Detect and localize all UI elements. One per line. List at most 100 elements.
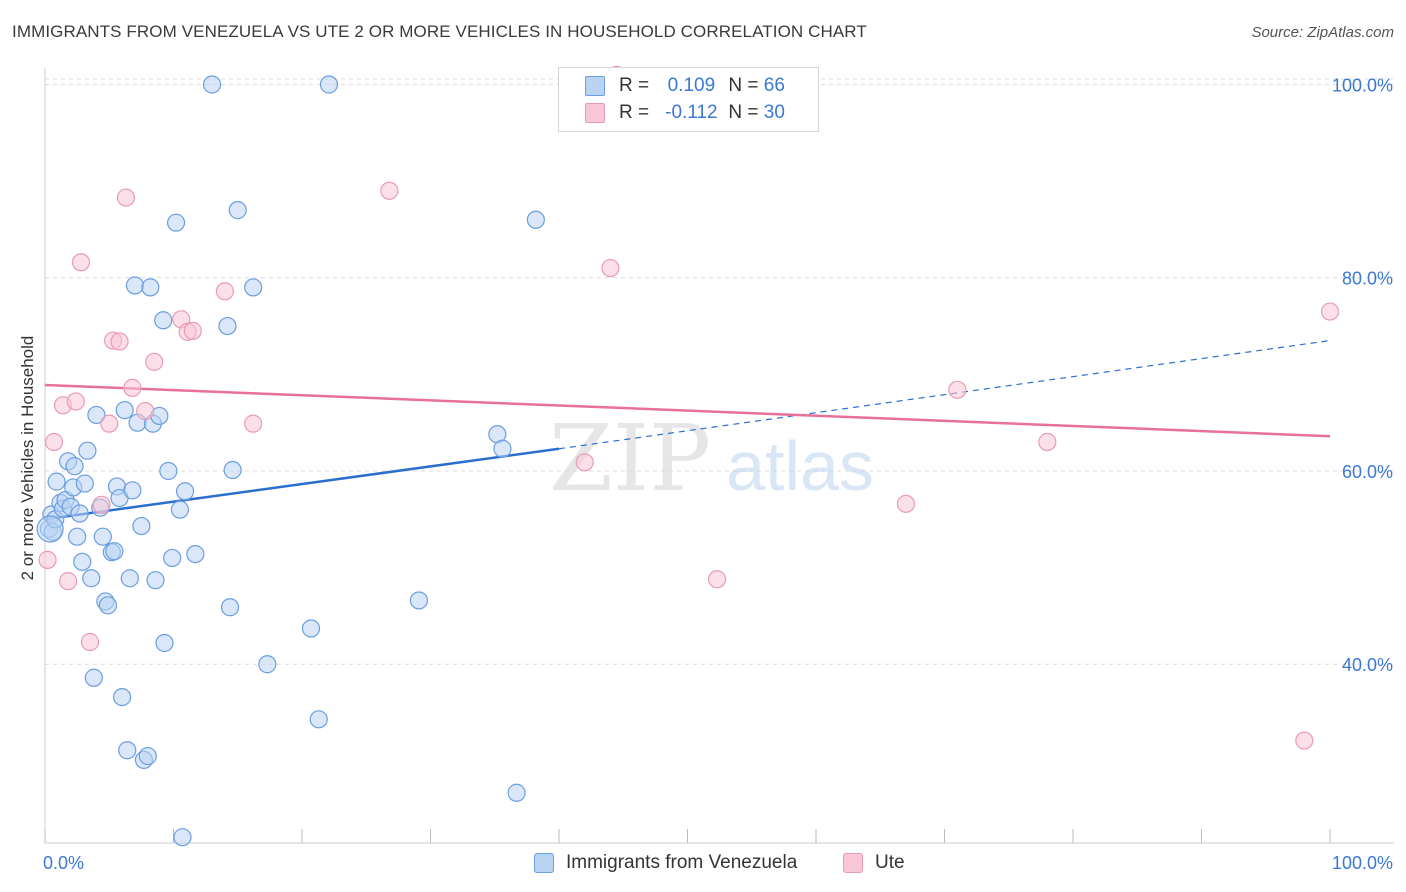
y-tick-label: 40.0% xyxy=(1342,655,1393,675)
point-venezuela xyxy=(118,741,137,760)
point-venezuela xyxy=(93,527,112,546)
point-venezuela xyxy=(78,441,97,460)
y-tick-label: 100.0% xyxy=(1332,75,1393,95)
point-venezuela xyxy=(244,278,263,297)
legend-swatch-pink xyxy=(585,103,605,123)
point-ute xyxy=(71,253,91,272)
point-ute xyxy=(38,550,57,569)
legend-r-value: 0.109 xyxy=(667,75,716,96)
point-venezuela xyxy=(125,276,145,295)
point-venezuela xyxy=(526,210,545,229)
watermark: ZIP atlas xyxy=(549,405,874,512)
point-ute xyxy=(1320,302,1340,321)
point-venezuela xyxy=(115,401,134,420)
point-venezuela xyxy=(301,619,321,638)
legend-item-ute: Ute xyxy=(843,852,905,874)
point-ute xyxy=(123,378,142,397)
point-venezuela xyxy=(112,687,132,707)
point-venezuela xyxy=(47,472,66,491)
point-venezuela xyxy=(175,482,195,501)
legend-n-label: N = xyxy=(728,75,759,96)
watermark-atlas: atlas xyxy=(726,427,874,505)
point-venezuela xyxy=(409,591,429,610)
x-tick-label: 100.0% xyxy=(1332,853,1393,873)
legend-swatch-pink xyxy=(843,853,863,873)
point-venezuela xyxy=(123,481,142,500)
point-ute xyxy=(707,570,727,589)
point-venezuela xyxy=(163,548,182,568)
point-venezuela xyxy=(98,596,118,615)
point-venezuela xyxy=(220,598,240,617)
point-venezuela xyxy=(105,542,124,561)
point-ute xyxy=(66,392,85,411)
point-venezuela xyxy=(132,516,151,536)
point-venezuela xyxy=(154,311,173,330)
y-tick-label: 60.0% xyxy=(1342,462,1393,482)
point-ute xyxy=(1038,432,1057,452)
point-venezuela xyxy=(319,75,339,94)
point-venezuela xyxy=(73,552,92,571)
point-venezuela xyxy=(202,75,222,94)
point-venezuela xyxy=(493,439,512,458)
point-venezuela xyxy=(146,571,165,590)
legend-r-label: R = xyxy=(619,102,650,123)
point-venezuela xyxy=(173,828,192,847)
stats-legend: R = 0.109 N = 66 R = -0.112 N = 30 xyxy=(558,67,819,132)
point-venezuela xyxy=(87,405,106,425)
point-ute xyxy=(183,321,202,340)
point-ute xyxy=(92,495,111,514)
point-ute xyxy=(80,632,100,652)
point-ute xyxy=(59,572,78,591)
point-ute xyxy=(380,181,399,200)
point-venezuela xyxy=(166,213,186,232)
point-ute xyxy=(575,453,594,472)
trend-line-ute xyxy=(44,383,1331,438)
point-ute xyxy=(136,401,155,421)
legend-swatch-blue xyxy=(585,76,605,96)
legend-item-venezuela: Immigrants from Venezuela xyxy=(534,852,797,874)
legend-n-value: 30 xyxy=(763,102,785,123)
legend-label-venezuela: Immigrants from Venezuela xyxy=(566,852,798,873)
point-venezuela xyxy=(309,710,328,729)
point-ute xyxy=(948,380,967,399)
point-ute xyxy=(145,352,164,371)
point-venezuela xyxy=(223,460,242,480)
point-venezuela xyxy=(70,504,89,523)
source-label: Source: ZipAtlas.com xyxy=(1251,24,1394,41)
point-venezuela xyxy=(186,544,205,564)
point-ute xyxy=(244,414,263,433)
point-venezuela xyxy=(159,461,178,481)
point-venezuela xyxy=(82,569,101,588)
point-venezuela xyxy=(170,500,190,519)
point-venezuela xyxy=(155,633,174,653)
x-tick-label: 0.0% xyxy=(43,853,84,873)
legend-label-ute: Ute xyxy=(875,852,905,873)
legend-r-value: -0.112 xyxy=(665,102,718,123)
point-venezuela xyxy=(68,527,87,546)
trend-layer xyxy=(44,339,1331,521)
point-venezuela xyxy=(507,783,526,802)
watermark-zip: ZIP xyxy=(549,405,711,512)
point-ute xyxy=(44,432,64,452)
point-venezuela xyxy=(258,655,277,674)
point-ute xyxy=(601,258,620,278)
point-ute xyxy=(896,494,916,513)
point-venezuela xyxy=(65,457,84,476)
point-venezuela xyxy=(84,668,103,687)
y-tick-label: 80.0% xyxy=(1342,269,1393,289)
chart-title: IMMIGRANTS FROM VENEZUELA VS UTE 2 OR MO… xyxy=(12,22,867,41)
point-ute xyxy=(215,282,234,301)
point-venezuela xyxy=(120,569,139,588)
axis-layer xyxy=(44,68,1394,844)
point-venezuela-cluster xyxy=(36,515,64,543)
legend-n-label: N = xyxy=(728,102,759,123)
trend-line-venezuela-extension xyxy=(558,339,1331,450)
points-layer xyxy=(36,65,1340,847)
legend-swatch-blue xyxy=(534,853,554,873)
point-venezuela xyxy=(218,316,237,336)
point-venezuela xyxy=(138,746,157,766)
point-ute xyxy=(100,414,119,433)
point-venezuela xyxy=(141,278,160,297)
point-ute xyxy=(116,188,136,207)
